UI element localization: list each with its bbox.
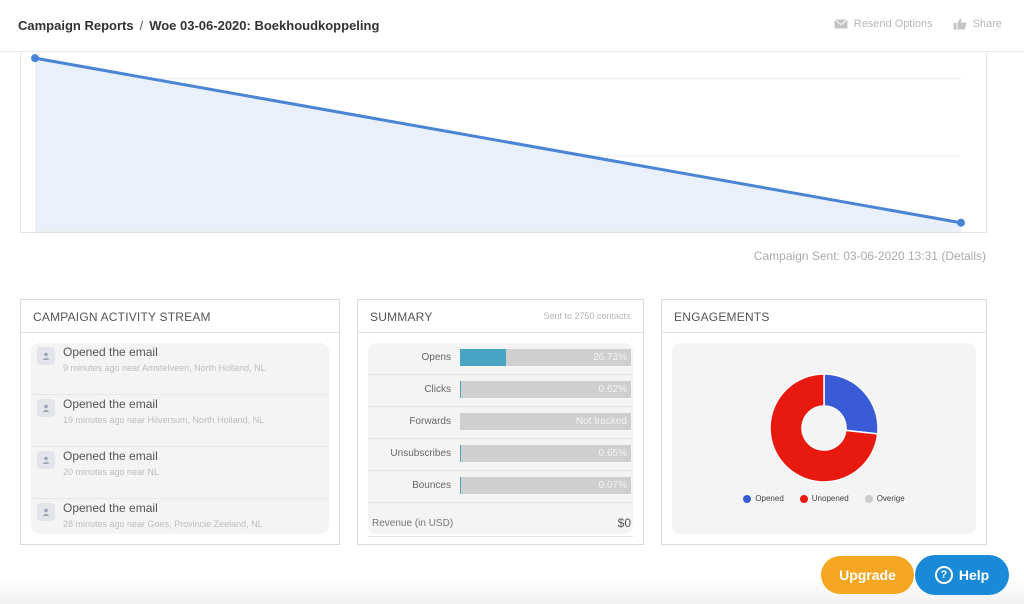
revenue-row: Revenue (in USD) $0 xyxy=(368,505,633,537)
chart-series-line xyxy=(34,56,962,225)
legend-item-opened[interactable]: Opened xyxy=(743,494,784,503)
details-link[interactable]: (Details) xyxy=(941,249,986,263)
summary-bar: 26.73% xyxy=(460,349,631,366)
summary-row-unsubscribes: Unsubscribes 0.65% xyxy=(368,439,633,471)
resend-options-label: Resend Options xyxy=(853,18,933,30)
top-actions: Resend Options Share xyxy=(833,18,1002,30)
share-button[interactable]: Share xyxy=(953,18,1002,30)
chart-data-point xyxy=(31,54,39,63)
revenue-label: Revenue (in USD) xyxy=(372,518,454,529)
summary-row-opens: Opens 26.73% xyxy=(368,343,633,375)
legend-label: Opened xyxy=(755,494,784,503)
contact-avatar-icon xyxy=(37,503,55,521)
engagements-panel: ENGAGEMENTS Opened Unopened Overige xyxy=(661,299,987,545)
donut-slice-opened xyxy=(823,373,879,435)
summary-label: Clicks xyxy=(424,384,451,395)
campaign-sent-info: Campaign Sent: 03-06-2020 13:31 (Details… xyxy=(754,249,986,263)
summary-bar-fill xyxy=(460,477,462,494)
activity-list: Opened the email 9 minutes ago near Amste… xyxy=(31,343,329,534)
contact-avatar-icon xyxy=(37,399,55,417)
summary-value: 0.65% xyxy=(598,448,627,459)
activity-title: Opened the email xyxy=(63,449,158,463)
campaign-activity-stream-panel: CAMPAIGN ACTIVITY STREAM Opened the emai… xyxy=(20,299,340,545)
activity-meta: 28 minutes ago near Goes, Provincie Zeel… xyxy=(63,519,263,529)
chart-area-fill xyxy=(35,58,961,232)
resend-options-button[interactable]: Resend Options xyxy=(833,18,933,30)
legend-swatch xyxy=(743,494,752,503)
share-label: Share xyxy=(972,18,1002,30)
summary-panel: SUMMARY Sent to 2750 contacts. Bounces 0.… xyxy=(357,299,644,545)
contact-avatar-icon xyxy=(37,451,55,469)
activity-title: Opened the email xyxy=(63,345,158,359)
activity-meta: 20 minutes ago near NL xyxy=(63,467,160,477)
activity-item: Opened the email 9 minutes ago near Amste… xyxy=(31,343,329,395)
help-label: Help xyxy=(958,567,990,583)
opens-over-time-chart: 600300 xyxy=(20,53,987,233)
summary-bar: 0.65% xyxy=(460,445,631,462)
activity-item: Opened the email 19 minutes ago near Hilv… xyxy=(31,395,329,447)
envelope-icon xyxy=(833,19,848,29)
donut-slice-unopened xyxy=(769,373,879,483)
contact-avatar-icon xyxy=(37,347,55,365)
summary-value: 0.07% xyxy=(598,480,627,491)
legend-label: Unopened xyxy=(811,494,849,503)
activity-title: Opened the email xyxy=(63,501,158,515)
thumbs-up-icon xyxy=(953,18,966,30)
summary-bar-fill xyxy=(460,445,462,462)
summary-label: Unsubscribes xyxy=(390,448,451,459)
summary-row-forwards: Forwards Not tracked xyxy=(368,407,633,439)
engagements-panel-title: ENGAGEMENTS xyxy=(662,300,986,333)
summary-bar: 0.07% xyxy=(460,477,631,494)
activity-meta: 9 minutes ago near Amstelveen, North Hol… xyxy=(63,363,266,373)
engagements-body: Opened Unopened Overige xyxy=(672,343,976,534)
activity-panel-title: CAMPAIGN ACTIVITY STREAM xyxy=(21,300,339,333)
top-bar: Campaign Reports / Woe 03-06-2020: Boekhou… xyxy=(0,0,1024,52)
upgrade-button[interactable]: Upgrade xyxy=(821,556,914,594)
breadcrumb-campaign-reports[interactable]: Campaign Reports xyxy=(18,18,134,33)
engagement-donut-chart xyxy=(769,373,879,483)
question-icon: ? xyxy=(934,566,953,584)
summary-row-clicks: Clicks 0.62% xyxy=(368,375,633,407)
activity-item: Opened the email 28 minutes ago near Goes… xyxy=(31,499,329,551)
sent-to-contacts: Sent to 2750 contacts. xyxy=(543,311,633,321)
chart-data-point xyxy=(957,218,965,227)
summary-value: 0.62% xyxy=(598,384,627,395)
summary-label: Bounces xyxy=(412,480,451,491)
summary-panel-title: SUMMARY xyxy=(370,310,433,324)
summary-bar-fill xyxy=(460,349,506,366)
summary-label: Opens xyxy=(421,352,451,363)
breadcrumb: Campaign Reports / Woe 03-06-2020: Boekhou… xyxy=(18,18,379,33)
legend-item-overige[interactable]: Overige xyxy=(864,494,905,503)
summary-bar: Not tracked xyxy=(460,413,631,430)
legend-item-unopened[interactable]: Unopened xyxy=(799,494,849,503)
legend-swatch xyxy=(799,494,808,503)
activity-meta: 19 minutes ago near Hilversum, North Hol… xyxy=(63,415,265,425)
summary-label: Forwards xyxy=(409,416,451,427)
activity-item: Opened the email 20 minutes ago near NL xyxy=(31,447,329,499)
summary-value: 26.73% xyxy=(593,352,627,363)
summary-row-bounces: Bounces 0.07% xyxy=(368,471,633,503)
campaign-sent-text: Campaign Sent: 03-06-2020 13:31 xyxy=(753,249,938,263)
legend-label: Overige xyxy=(876,494,905,503)
summary-bar: 0.62% xyxy=(460,381,631,398)
summary-stats: Bounces 0.07% Unsubscribes 0.65% Forwards Not… xyxy=(368,343,633,537)
summary-bar-fill xyxy=(460,381,462,398)
legend-swatch xyxy=(864,494,873,503)
breadcrumb-current-campaign: Woe 03-06-2020: Boekhoudkoppeling xyxy=(149,18,380,33)
summary-panel-header: SUMMARY Sent to 2750 contacts. xyxy=(358,300,643,333)
engagement-legend: Opened Unopened Overige xyxy=(672,494,976,503)
breadcrumb-separator: / xyxy=(139,18,144,33)
chart-svg: 600300 xyxy=(31,54,965,233)
help-button[interactable]: ? Help xyxy=(915,555,1009,595)
revenue-value: $0 xyxy=(617,516,631,530)
activity-title: Opened the email xyxy=(63,397,158,411)
summary-value: Not tracked xyxy=(575,416,627,427)
